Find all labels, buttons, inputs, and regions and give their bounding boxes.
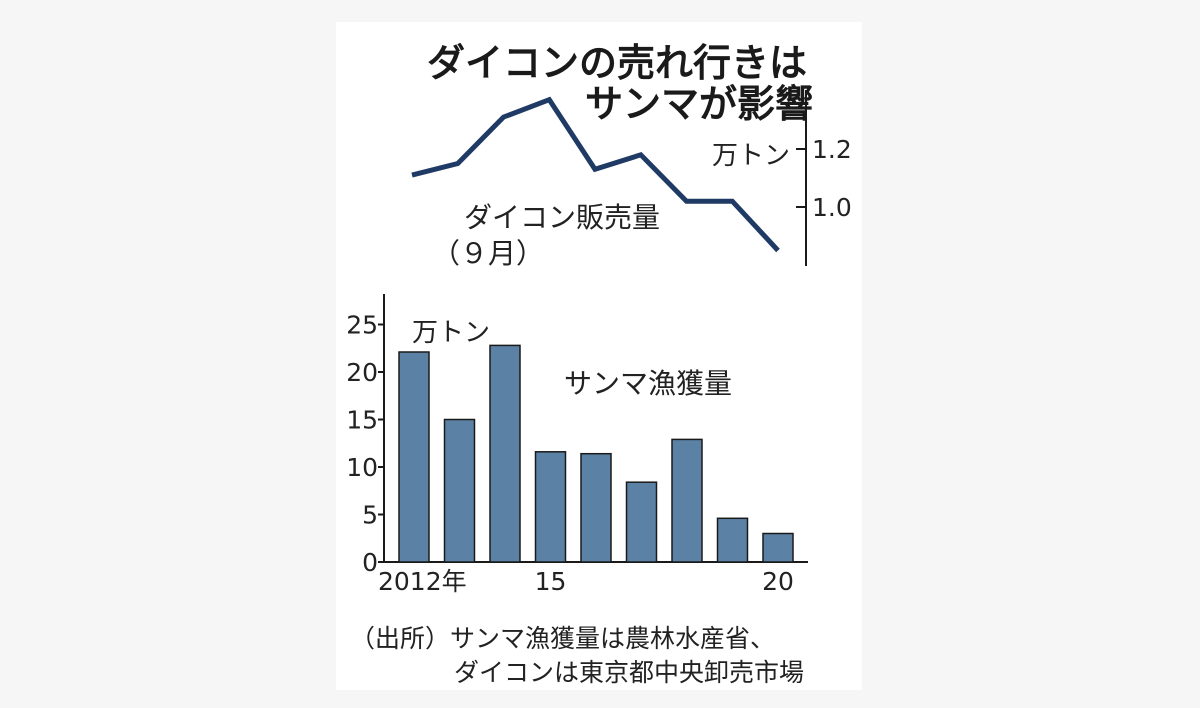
bar-x-tick-label: 20 (762, 567, 794, 596)
bar-y-tick-label: 15 (346, 406, 378, 435)
line-unit-label: 万トン (712, 141, 791, 171)
bar-2012 (398, 351, 430, 563)
bar-2017 (625, 481, 658, 563)
bar-y-tick-label: 25 (346, 311, 378, 340)
bar-x-tick-label: 15 (535, 567, 567, 596)
line-series-path (411, 96, 780, 253)
bar-2016 (580, 452, 612, 563)
source-line-1: （出所）サンマ漁獲量は農林水産省、 (350, 624, 776, 653)
bar-2014 (489, 344, 521, 563)
bar-2019 (716, 517, 749, 563)
bar-2015 (534, 451, 567, 563)
line-series-label: ダイコン販売量 (464, 201, 661, 234)
chart-card: ダイコンの売れ行きは サンマが影響 1.0 1.2 0 5 10 15 20 25 2012年 1… (336, 22, 862, 690)
bar-y-tick-label: 5 (362, 501, 378, 530)
chart-title-line-2: サンマが影響 (585, 82, 814, 126)
bar-unit-label: 万トン (412, 318, 491, 348)
combined-chart: 1.0 1.2 0 5 10 15 20 25 2012年 15 20 (346, 90, 852, 596)
bar-x-tick-label: 2012年 (378, 567, 467, 596)
bar-y-tick-label: 20 (346, 358, 378, 387)
source-line-2: ダイコンは東京都中央卸売市場 (454, 658, 805, 687)
bar-2020 (762, 532, 794, 563)
bar-series-label: サンマ漁獲量 (564, 367, 733, 400)
bar-2013 (443, 418, 476, 563)
bar-y-tick-label: 0 (362, 548, 378, 577)
line-y-tick-label: 1.2 (812, 135, 852, 164)
bar-2018 (671, 438, 703, 563)
line-y-tick-label: 1.0 (812, 193, 852, 222)
line-series-sublabel: （９月） (432, 237, 545, 270)
chart-title-line-1: ダイコンの売れ行きは (427, 41, 808, 85)
bar-y-tick-label: 10 (346, 453, 378, 482)
